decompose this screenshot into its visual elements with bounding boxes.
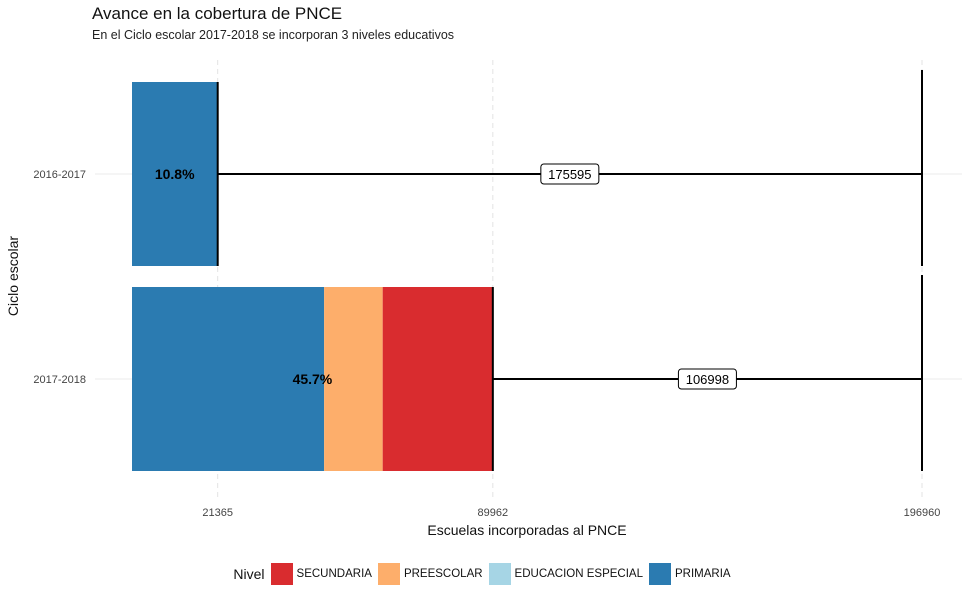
y-tick-label: 2017-2018 [33,374,86,386]
legend-label: PRIMARIA [675,568,731,580]
x-tick-labels: 21365 89962 196960 [202,507,940,519]
y-axis-label: Ciclo escolar [5,236,21,316]
bars-group [132,82,493,471]
bar-primaria [132,82,218,266]
y-tick-label: 2016-2017 [33,169,86,181]
remaining-label: 106998 [686,372,729,387]
chart-subtitle: En el Ciclo escolar 2017-2018 se incorpo… [92,28,455,42]
percent-label: 45.7% [293,371,333,387]
remaining-label-box [540,163,600,185]
labels-group: 10.8% 175595 45.7% 106998 [155,163,737,390]
legend-item-preescolar: PREESCOLAR [377,563,483,585]
bar-primaria [132,287,325,471]
legend-label: PREESCOLAR [403,568,483,580]
percent-label: 10.8% [155,166,195,182]
bar-secundaria [382,287,493,471]
legend-label: EDUCACION ESPECIAL [514,568,643,580]
legend-title: Nivel [233,566,265,582]
legend-swatch [649,563,671,585]
x-tick-label: 196960 [904,507,941,519]
y-tick-labels: 2016-2017 2017-2018 [33,169,86,386]
legend-item-educacion-especial: EDUCACION ESPECIAL [488,563,643,585]
legend-swatch [270,563,293,585]
legend-item-secundaria: SECUNDARIA [270,563,372,585]
legend-label: SECUNDARIA [296,568,372,580]
bar-preescolar [324,287,383,471]
x-tick-label: 89962 [478,507,509,519]
x-axis-label: Escuelas incorporadas al PNCE [427,522,626,538]
legend: Nivel SECUNDARIA PREESCOLAR EDUCACION ES… [0,562,970,586]
chart-title: Avance en la cobertura de PNCE [92,4,343,23]
legend-item-primaria: PRIMARIA [649,563,731,585]
remaining-label-box [677,368,737,390]
x-tick-label: 21365 [202,507,233,519]
remaining-label: 175595 [548,167,591,182]
legend-swatch [377,563,400,585]
legend-swatch [488,563,511,585]
